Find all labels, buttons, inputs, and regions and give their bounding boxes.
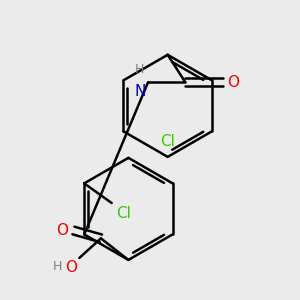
Text: O: O <box>56 223 68 238</box>
Text: Cl: Cl <box>160 134 175 149</box>
Text: Cl: Cl <box>117 206 131 221</box>
Text: N: N <box>135 84 146 99</box>
Text: H: H <box>52 260 62 273</box>
Text: H: H <box>135 63 144 76</box>
Text: O: O <box>65 260 77 275</box>
Text: O: O <box>227 75 239 90</box>
